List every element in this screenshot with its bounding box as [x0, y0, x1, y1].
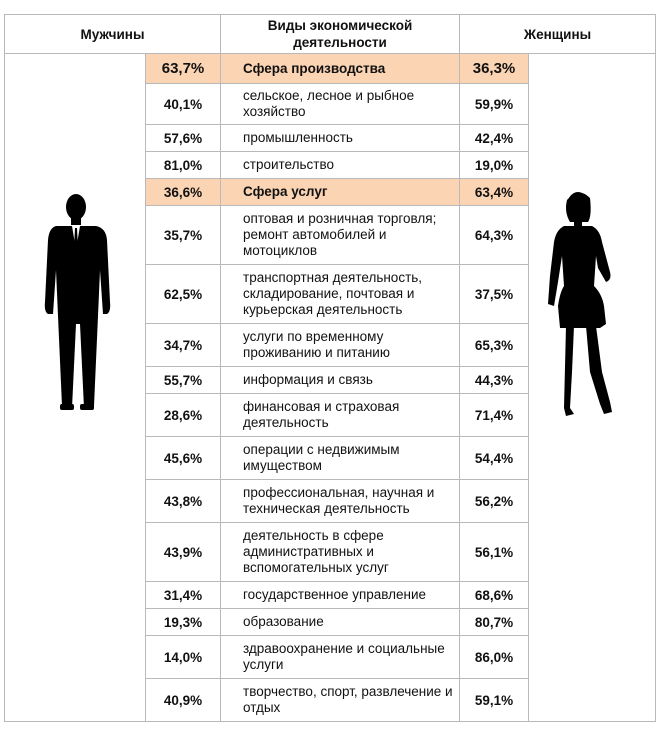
table-row: 45,6% операции с недвижимым имуществом 54,…	[5, 436, 656, 480]
activity-label: транспортная деятельность, складирование…	[220, 264, 461, 324]
men-value: 81,0%	[144, 151, 222, 179]
activity-label: промышленность	[220, 124, 461, 152]
table-row: 28,6% финансовая и страховая деятельность…	[5, 393, 656, 437]
right-figure-cell	[528, 53, 657, 722]
women-value: 65,3%	[459, 323, 530, 367]
table-row: 43,9% деятельность в сфере административн…	[5, 522, 656, 582]
men-value: 43,9%	[144, 522, 222, 582]
table-body: 63,7% Сфера производства 36,3% 40,1% сельско…	[4, 53, 657, 722]
men-value: 62,5%	[144, 264, 222, 324]
activity-label: услуги по временному проживанию и питани…	[220, 323, 461, 367]
men-value: 40,9%	[144, 678, 222, 722]
activity-label: оптовая и розничная торговля; ремонт авт…	[220, 205, 461, 265]
table-row: 40,9% творчество, спорт, развлечение и от…	[5, 678, 656, 722]
activity-label: творчество, спорт, развлечение и отдых	[220, 678, 461, 722]
men-value: 57,6%	[144, 124, 222, 152]
men-value: 31,4%	[144, 581, 222, 609]
activity-label: информация и связь	[220, 366, 461, 394]
table-row: 35,7% оптовая и розничная торговля; ремон…	[5, 205, 656, 265]
activity-label: операции с недвижимым имуществом	[220, 436, 461, 480]
men-value: 36,6%	[144, 178, 222, 206]
men-value: 28,6%	[144, 393, 222, 437]
women-value: 36,3%	[459, 53, 530, 84]
women-value: 56,2%	[459, 479, 530, 523]
women-value: 54,4%	[459, 436, 530, 480]
men-value: 63,7%	[144, 53, 222, 84]
table-row: 31,4% государственное управление 68,6%	[5, 581, 656, 609]
table-row: 19,3% образование 80,7%	[5, 608, 656, 636]
table-row: 57,6% промышленность 42,4%	[5, 124, 656, 152]
activity-label: финансовая и страховая деятельность	[220, 393, 461, 437]
activity-label: государственное управление	[220, 581, 461, 609]
header-activity: Виды экономической деятельности	[220, 14, 461, 54]
women-value: 44,3%	[459, 366, 530, 394]
women-value: 56,1%	[459, 522, 530, 582]
men-value: 35,7%	[144, 205, 222, 265]
sector-row: 36,6% Сфера услуг 63,4%	[5, 178, 656, 206]
women-value: 37,5%	[459, 264, 530, 324]
table-row: 40,1% сельское, лесное и рыбное хозяйство…	[5, 83, 656, 125]
men-value: 43,8%	[144, 479, 222, 523]
women-value: 63,4%	[459, 178, 530, 206]
sector-label: Сфера услуг	[220, 178, 461, 206]
activity-label: профессиональная, научная и техническая …	[220, 479, 461, 523]
women-value: 80,7%	[459, 608, 530, 636]
men-value: 19,3%	[144, 608, 222, 636]
men-value: 14,0%	[144, 635, 222, 679]
activity-label: строительство	[220, 151, 461, 179]
table-row: 62,5% транспортная деятельность, складиро…	[5, 264, 656, 324]
header-row: Мужчины Виды экономической деятельности …	[3, 14, 657, 54]
women-value: 71,4%	[459, 393, 530, 437]
man-silhouette-icon	[44, 194, 111, 410]
women-value: 68,6%	[459, 581, 530, 609]
header-men: Мужчины	[3, 14, 222, 54]
men-value: 40,1%	[144, 83, 222, 125]
activity-label: деятельность в сфере административных и …	[220, 522, 461, 582]
gender-activity-table: Мужчины Виды экономической деятельности …	[3, 14, 657, 722]
women-value: 59,1%	[459, 678, 530, 722]
table-row: 14,0% здравоохранение и социальные услуги…	[5, 635, 656, 679]
men-value: 34,7%	[144, 323, 222, 367]
women-value: 86,0%	[459, 635, 530, 679]
woman-silhouette-icon	[548, 192, 612, 416]
table-row: 81,0% строительство 19,0%	[5, 151, 656, 179]
men-value: 55,7%	[144, 366, 222, 394]
activity-label: сельское, лесное и рыбное хозяйство	[220, 83, 461, 125]
activity-label: здравоохранение и социальные услуги	[220, 635, 461, 679]
table-row: 43,8% профессиональная, научная и техниче…	[5, 479, 656, 523]
women-value: 59,9%	[459, 83, 530, 125]
women-value: 42,4%	[459, 124, 530, 152]
sector-row: 63,7% Сфера производства 36,3%	[4, 53, 657, 722]
women-value: 64,3%	[459, 205, 530, 265]
activity-label: образование	[220, 608, 461, 636]
men-value: 45,6%	[144, 436, 222, 480]
women-value: 19,0%	[459, 151, 530, 179]
header-women: Женщины	[459, 14, 657, 54]
sector-label: Сфера производства	[220, 53, 461, 84]
